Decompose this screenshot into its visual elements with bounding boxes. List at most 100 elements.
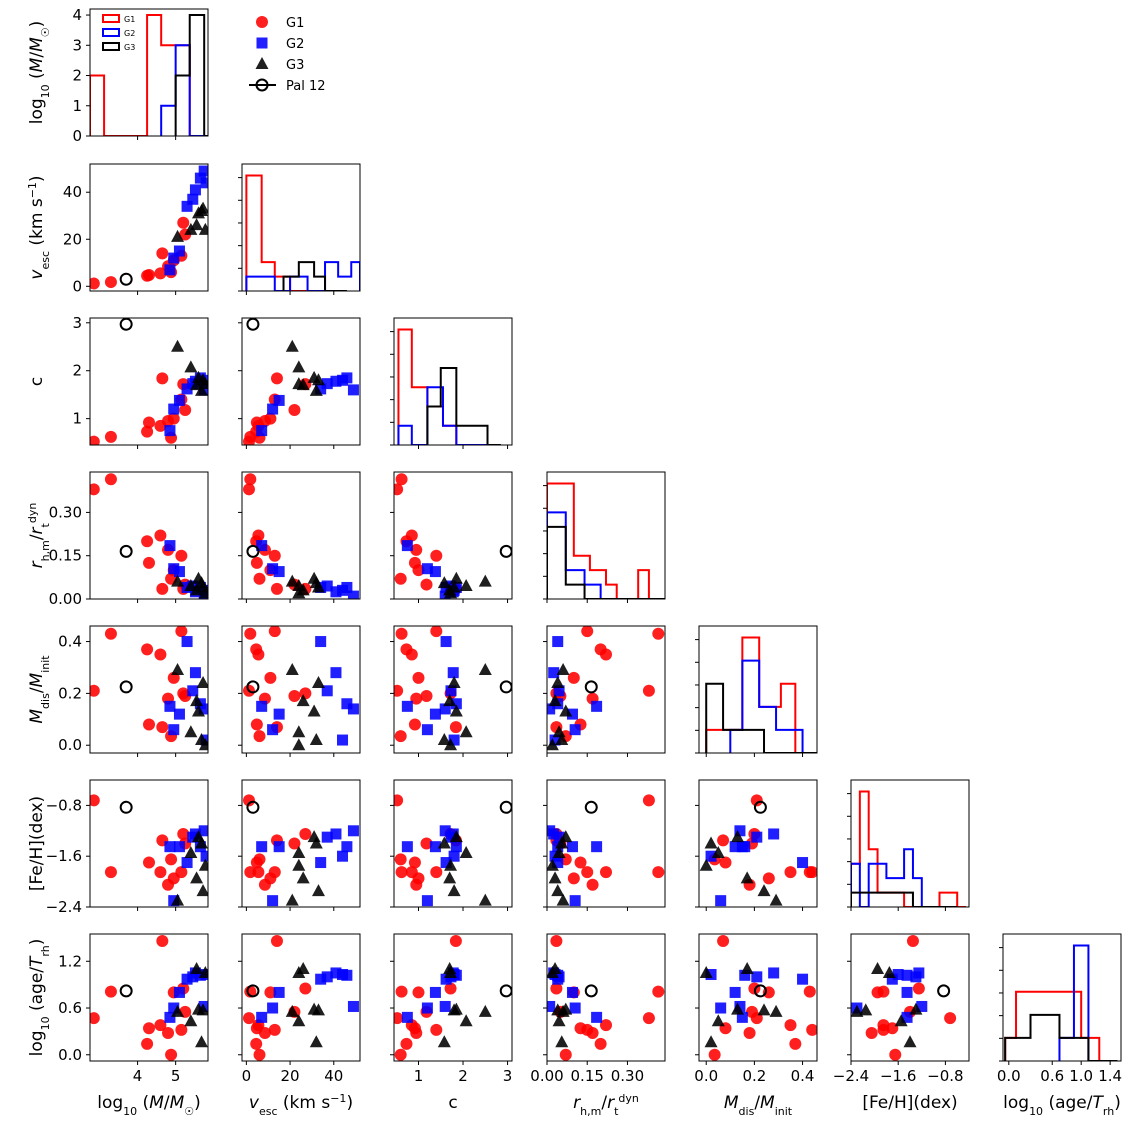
g1-point bbox=[299, 687, 312, 700]
g3-point bbox=[555, 836, 569, 849]
g1-point bbox=[745, 1005, 758, 1018]
g1-point bbox=[141, 768, 153, 780]
panel-content bbox=[242, 935, 359, 1061]
pal12-point bbox=[584, 800, 598, 814]
g2-point bbox=[734, 1000, 746, 1012]
panel-frame bbox=[850, 933, 970, 1062]
g1-point bbox=[288, 837, 301, 850]
legend-label-g2: G2 bbox=[286, 37, 304, 52]
panel-logM-vs-logM: 0 1 2 3 4 bbox=[72, 6, 209, 145]
g1-point bbox=[268, 1023, 281, 1036]
g3-point bbox=[547, 965, 559, 978]
histogram-g3 bbox=[426, 367, 501, 445]
g2-point bbox=[421, 895, 433, 907]
panel-feh-vs-c bbox=[390, 779, 513, 911]
g1-point bbox=[156, 935, 169, 948]
g1-point bbox=[252, 529, 265, 542]
label-part: [Fe/H](dex) bbox=[862, 1093, 957, 1113]
g3-point bbox=[171, 1004, 185, 1017]
panel-frame bbox=[89, 779, 209, 908]
g1-point bbox=[250, 1037, 263, 1050]
g1-point bbox=[143, 556, 155, 569]
label-part: (age/ bbox=[27, 967, 47, 1017]
g3-point bbox=[195, 836, 208, 849]
y-tick-label: 1 bbox=[72, 97, 82, 115]
g2-point bbox=[439, 1000, 451, 1012]
g1-point bbox=[806, 866, 817, 879]
g3-point bbox=[551, 676, 565, 689]
g2-point bbox=[198, 703, 208, 715]
label-part: v bbox=[27, 269, 47, 280]
g2-point bbox=[330, 375, 342, 387]
g2-point bbox=[267, 1002, 279, 1014]
pal12-point bbox=[246, 544, 260, 558]
g1-point bbox=[395, 985, 408, 998]
g2-point bbox=[445, 685, 457, 697]
g3-point bbox=[285, 663, 299, 676]
g2-point bbox=[447, 828, 459, 840]
g1-point bbox=[141, 1037, 154, 1050]
g1-point bbox=[165, 853, 178, 866]
g2-point bbox=[198, 165, 208, 177]
label-part: h,m bbox=[39, 540, 52, 561]
g1-point bbox=[395, 473, 408, 486]
panel-content bbox=[547, 794, 665, 907]
g3-point bbox=[449, 830, 463, 843]
g2-point bbox=[886, 973, 898, 985]
pal12-point bbox=[584, 680, 598, 694]
g1-point bbox=[90, 435, 100, 445]
x-tick-label: −0.8 bbox=[927, 1067, 963, 1085]
g3-point bbox=[757, 1003, 771, 1016]
g1-point bbox=[405, 529, 418, 542]
y-tick-label: 0.4 bbox=[58, 633, 82, 651]
g2-point bbox=[739, 841, 751, 853]
g3-point bbox=[478, 1004, 492, 1017]
label-part: esc bbox=[39, 251, 52, 270]
panel-frame bbox=[241, 163, 361, 292]
pal12-point bbox=[119, 984, 133, 998]
label-part: (km s bbox=[27, 198, 47, 251]
panel-content bbox=[394, 626, 512, 751]
label-part: T bbox=[27, 955, 47, 967]
g2-point bbox=[715, 1002, 727, 1014]
g1-point bbox=[253, 730, 266, 743]
g1-point bbox=[104, 276, 117, 289]
g1-point bbox=[242, 794, 255, 807]
g2-point bbox=[181, 383, 193, 395]
g2-point bbox=[187, 193, 199, 205]
g3-point bbox=[551, 884, 565, 897]
label-part: 10 bbox=[39, 1016, 52, 1030]
g1-point bbox=[430, 549, 443, 562]
g2-point bbox=[916, 1000, 928, 1012]
pal12-point bbox=[584, 984, 598, 998]
g1-point bbox=[550, 935, 563, 948]
pal12-point bbox=[255, 78, 269, 92]
g2-point bbox=[901, 969, 913, 981]
panel-frame bbox=[89, 317, 209, 446]
panel-content bbox=[90, 318, 208, 445]
x-tick-label: 0.00 bbox=[530, 1067, 563, 1085]
g1-point bbox=[250, 556, 263, 569]
g1-point bbox=[242, 483, 255, 496]
g3-point bbox=[198, 738, 208, 751]
panel-mdis-vs-vesc bbox=[238, 625, 361, 757]
pal12-point bbox=[937, 984, 951, 998]
histogram-g2 bbox=[245, 261, 360, 291]
g1-point bbox=[250, 768, 262, 780]
g3-point bbox=[198, 965, 208, 978]
g1-point bbox=[175, 1023, 188, 1036]
g2-point bbox=[168, 1002, 180, 1014]
g2-point bbox=[553, 685, 565, 697]
g1-point bbox=[600, 866, 612, 879]
y-tick-label: 40 bbox=[63, 183, 82, 201]
g1-point bbox=[806, 1023, 817, 1036]
g1-point bbox=[803, 985, 816, 998]
g1-point bbox=[268, 626, 281, 638]
y-axis-label-feh: [Fe/H](dex) bbox=[27, 796, 47, 891]
histogram-legend: G1 G2 G3 bbox=[102, 14, 135, 52]
g2-point bbox=[450, 841, 462, 853]
g1-point bbox=[175, 626, 188, 638]
histogram-g2 bbox=[729, 659, 817, 753]
g2-point bbox=[200, 177, 208, 189]
g3-point bbox=[437, 836, 451, 849]
